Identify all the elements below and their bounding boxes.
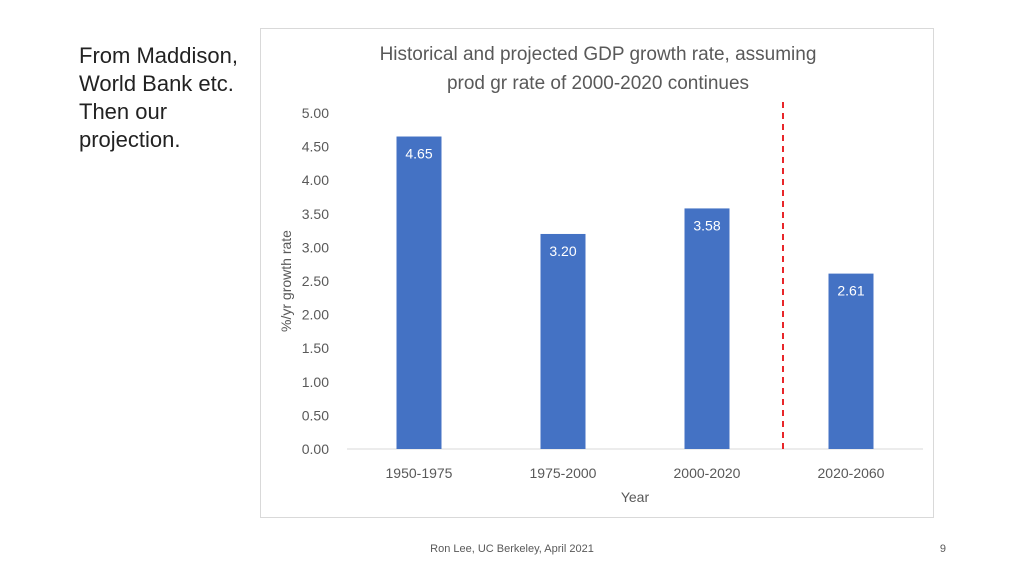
side-note-line: World Bank etc. — [79, 71, 234, 96]
chart-frame: Historical and projected GDP growth rate… — [260, 28, 934, 518]
gdp-growth-chart: Historical and projected GDP growth rate… — [278, 44, 923, 505]
chart-title-line: Historical and projected GDP growth rate… — [380, 44, 817, 65]
x-axis-title: Year — [621, 489, 650, 505]
y-tick-label: 3.00 — [302, 239, 329, 255]
bar-1950-1975 — [396, 136, 442, 449]
y-tick-label: 1.00 — [302, 374, 329, 390]
y-tick-label: 2.50 — [302, 273, 329, 289]
bar-data-label: 3.20 — [549, 243, 576, 259]
bar-data-label: 4.65 — [405, 146, 432, 162]
x-tick-label: 1950-1975 — [386, 465, 453, 481]
y-tick-label: 4.50 — [302, 139, 329, 155]
side-note: From Maddison, World Bank etc. Then our … — [79, 42, 259, 154]
bar-data-label: 3.58 — [693, 217, 720, 233]
chart-title-line: prod gr rate of 2000-2020 continues — [447, 73, 749, 94]
footer-text: Ron Lee, UC Berkeley, April 2021 — [430, 543, 594, 555]
bar-data-label: 2.61 — [837, 283, 864, 299]
side-note-line: projection. — [79, 127, 181, 152]
y-tick-label: 5.00 — [302, 105, 329, 121]
y-tick-label: 0.00 — [302, 441, 329, 457]
y-tick-label: 1.50 — [302, 340, 329, 356]
bar-2020-2060 — [828, 273, 874, 449]
y-tick-label: 0.50 — [302, 407, 329, 423]
y-tick-label: 4.00 — [302, 172, 329, 188]
side-note-line: From Maddison, — [79, 43, 238, 68]
x-tick-label: 2000-2020 — [674, 465, 741, 481]
bar-2000-2020 — [684, 208, 730, 449]
y-axis-title: %/yr growth rate — [278, 230, 294, 332]
side-note-line: Then our — [79, 99, 168, 124]
y-tick-label: 2.00 — [302, 307, 329, 323]
bar-1975-2000 — [540, 233, 586, 449]
page-number: 9 — [939, 543, 946, 555]
x-tick-label: 1975-2000 — [530, 465, 597, 481]
x-tick-label: 2020-2060 — [818, 465, 885, 481]
y-tick-label: 3.50 — [302, 206, 329, 222]
